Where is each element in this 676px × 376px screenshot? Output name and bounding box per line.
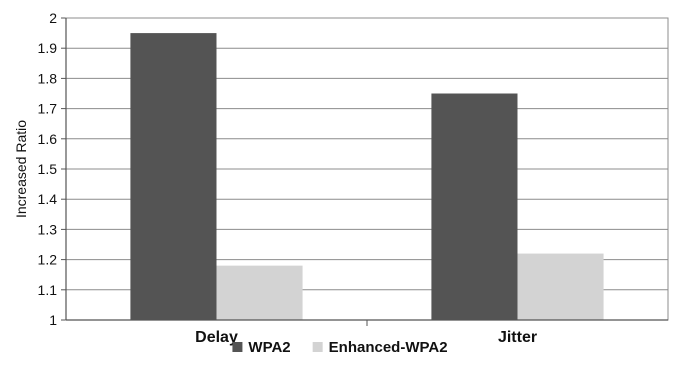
bar-wpa2-jitter bbox=[431, 93, 518, 320]
bar-enhanced-wpa2-jitter bbox=[517, 253, 604, 320]
y-tick-label: 1.9 bbox=[38, 40, 58, 56]
y-axis-title: Increased Ratio bbox=[13, 120, 29, 218]
legend-label: Enhanced-WPA2 bbox=[329, 339, 448, 356]
y-tick-label: 2 bbox=[49, 10, 57, 26]
y-tick-label: 1.2 bbox=[38, 252, 58, 268]
bar-enhanced-wpa2-delay bbox=[216, 265, 303, 320]
y-tick-label: 1.3 bbox=[38, 221, 58, 237]
y-tick-label: 1.1 bbox=[38, 282, 58, 298]
y-tick-label: 1.4 bbox=[38, 191, 58, 207]
legend-item-enhanced-wpa2: Enhanced-WPA2 bbox=[312, 339, 448, 356]
x-category-label: Delay bbox=[195, 329, 238, 346]
y-tick-label: 1 bbox=[49, 312, 57, 328]
legend: WPA2 Enhanced-WPA2 bbox=[232, 339, 448, 356]
y-tick-label: 1.6 bbox=[38, 131, 58, 147]
axes bbox=[61, 17, 669, 326]
bar-wpa2-delay bbox=[130, 33, 217, 320]
bars bbox=[130, 33, 604, 320]
legend-label: WPA2 bbox=[248, 339, 290, 356]
y-tick-label: 1.8 bbox=[38, 70, 58, 86]
legend-swatch bbox=[232, 342, 243, 352]
y-tick-labels: 1 1.1 1.2 1.3 1.4 1.5 1.6 1.7 1.8 1.9 2 bbox=[38, 10, 58, 328]
y-tick-label: 1.7 bbox=[38, 101, 58, 117]
x-category-labels: Delay Jitter bbox=[195, 329, 537, 346]
legend-swatch bbox=[312, 342, 323, 352]
legend-item-wpa2: WPA2 bbox=[232, 339, 291, 356]
x-category-label: Jitter bbox=[498, 329, 537, 346]
y-tick-label: 1.5 bbox=[38, 161, 58, 177]
